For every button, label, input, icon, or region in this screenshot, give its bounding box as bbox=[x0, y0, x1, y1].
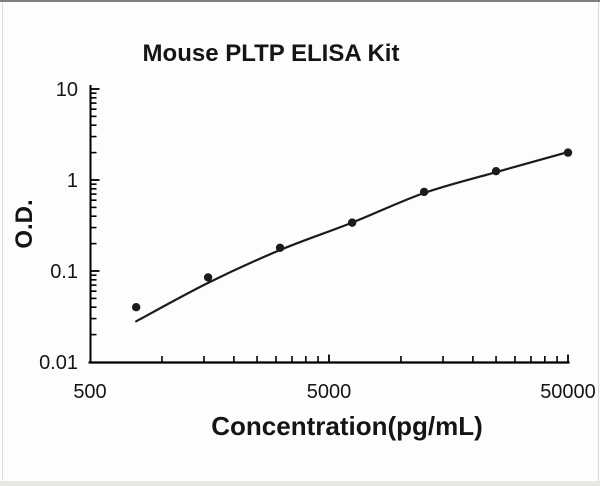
right-border bbox=[598, 2, 599, 481]
data-point bbox=[419, 187, 429, 197]
y-tick-label: 10 bbox=[56, 79, 78, 101]
y-axis-label: O.D. bbox=[11, 199, 38, 249]
x-tick-label: 5000 bbox=[307, 381, 352, 403]
fitted-curve bbox=[135, 150, 570, 323]
x-tick-label: 500 bbox=[73, 381, 106, 403]
data-point bbox=[203, 273, 213, 282]
data-point bbox=[491, 166, 501, 176]
x-tick-label: 50000 bbox=[540, 381, 596, 403]
data-point bbox=[347, 218, 357, 227]
x-axis-label: Concentration(pg/mL) bbox=[211, 411, 483, 441]
data-point bbox=[563, 148, 573, 157]
top-border bbox=[0, 0, 600, 2]
y-tick-label: 0.01 bbox=[39, 352, 78, 374]
y-tick-label: 0.1 bbox=[50, 261, 78, 283]
chart-title: Mouse PLTP ELISA Kit bbox=[142, 40, 400, 67]
bottom-border bbox=[0, 481, 600, 486]
data-point bbox=[131, 303, 141, 312]
left-border bbox=[2, 2, 3, 481]
y-tick-label: 1 bbox=[67, 170, 78, 192]
data-point bbox=[275, 243, 285, 252]
